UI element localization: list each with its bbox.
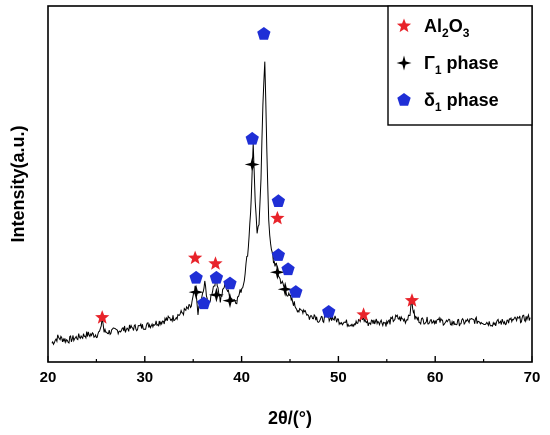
x-tick-label: 30: [136, 369, 153, 386]
gamma1-diamond-marker: [222, 293, 238, 309]
x-tick-label: 60: [427, 369, 444, 386]
y-axis-label: Intensity(a.u.): [8, 125, 28, 242]
delta1-pentagon-marker: [189, 270, 203, 284]
gamma1-diamond-marker: [269, 264, 285, 280]
al2o3-star-marker: [188, 250, 203, 265]
legend-star-icon: [396, 18, 412, 33]
x-ticks: 20 30 40 50 60 70: [40, 356, 541, 386]
delta1-pentagon-marker: [209, 270, 224, 284]
legend-box: [387, 5, 533, 126]
delta1-pentagon-marker: [245, 131, 259, 145]
al2o3-star-marker: [404, 293, 420, 307]
legend-label: Γ1 phase: [424, 53, 499, 77]
legend-diamond-icon: [396, 55, 412, 71]
xrd-pattern-line: [51, 61, 531, 346]
delta1-pentagon-marker: [271, 248, 285, 261]
x-tick-label: 50: [330, 369, 347, 386]
delta1-pentagon-marker: [289, 285, 303, 298]
legend-label: δ1 phase: [424, 90, 499, 114]
al2o3-star-marker: [270, 210, 285, 225]
x-axis-label: 2θ/(°): [268, 408, 312, 428]
legend: Al2O3 Γ1 phase δ1 phase: [387, 5, 533, 126]
gamma1-diamond-marker: [277, 281, 293, 297]
gamma1-diamond-marker: [244, 157, 260, 172]
x-tick-label: 40: [233, 369, 250, 386]
delta1-pentagon-marker: [322, 305, 336, 318]
al2o3-star-marker: [208, 256, 223, 270]
gamma1-diamond-marker: [188, 284, 204, 300]
delta1-pentagon-marker: [281, 262, 295, 276]
delta1-pentagon-marker: [197, 296, 211, 310]
markers-group: [95, 27, 420, 324]
al2o3-star-marker: [356, 307, 371, 321]
x-tick-label: 70: [524, 369, 541, 386]
al2o3-star-marker: [95, 310, 110, 324]
gamma1-diamond-marker: [208, 287, 224, 303]
x-tick-label: 20: [40, 369, 57, 386]
delta1-pentagon-marker: [271, 194, 285, 207]
legend-pentagon-icon: [397, 93, 411, 106]
delta1-pentagon-marker: [257, 27, 271, 40]
delta1-pentagon-marker: [223, 276, 237, 290]
legend-label: Al2O3: [424, 16, 470, 40]
series-group: [51, 61, 531, 346]
